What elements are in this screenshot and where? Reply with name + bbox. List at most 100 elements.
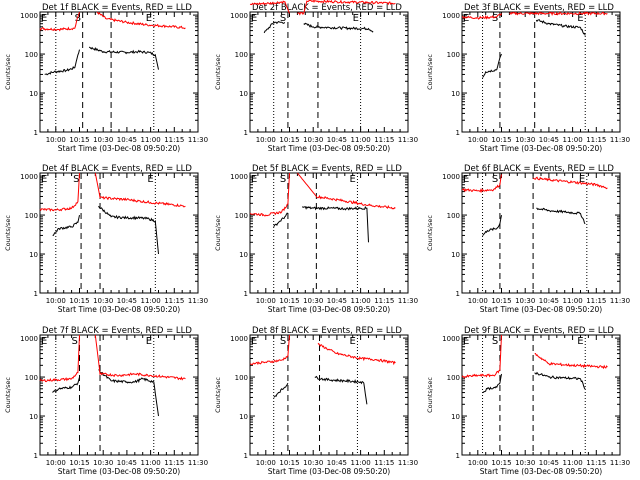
x-tick-label: 11:15 [374,297,394,305]
y-tick-label: 10 [239,90,248,98]
lld-series-line [462,174,502,194]
events-series-line [314,375,368,405]
x-tick-label: 11:00 [141,297,161,305]
marker-e-end: E [146,13,152,24]
marker-s: S [280,336,286,347]
marker-e-start: E [463,13,469,24]
x-tick-label: 11:15 [374,136,394,144]
marker-e-start: E [463,174,469,185]
x-tick-label: 10:00 [256,136,276,144]
x-axis-title: Start Time (03-Dec-08 09:50:20) [480,305,602,314]
x-tick-label: 11:00 [141,459,161,467]
x-tick-label: 10:00 [468,459,488,467]
x-tick-label: 10:30 [515,297,535,305]
panel-title: Det 4f BLACK = Events, RED = LLD [42,164,192,174]
y-tick-label: 100 [235,51,248,59]
y-tick-label: 1 [34,129,38,137]
events-series-line [482,215,502,236]
x-tick-label: 10:45 [539,136,559,144]
x-tick-label: 10:15 [69,459,89,467]
lld-series-line [297,0,396,16]
lld-series-line [249,0,290,14]
x-tick-label: 10:15 [491,459,511,467]
panel-title: Det 6f BLACK = Events, RED = LLD [464,164,614,174]
events-series-line [273,212,289,228]
x-tick-label: 10:00 [468,297,488,305]
y-axis-title: Counts/sec [4,54,12,90]
y-tick-label: 100 [235,212,248,220]
x-tick-label: 11:00 [563,459,583,467]
detector-panel-9: Det 9f BLACK = Events, RED = LLD Counts/s… [426,326,630,476]
lld-series-line [96,11,186,30]
x-tick-label: 11:15 [586,297,606,305]
x-tick-label: 11:30 [398,459,418,467]
y-tick-label: 1 [34,290,38,298]
y-tick-label: 10 [451,413,460,421]
y-tick-label: 10 [451,251,460,259]
x-tick-label: 10:00 [256,297,276,305]
x-tick-label: 11:15 [164,297,184,305]
events-series-line [534,371,586,390]
detector-panel-1: Det 1f BLACK = Events, RED = LLD Counts/s… [4,3,208,153]
marker-e-end: E [579,174,585,185]
x-tick-label: 10:45 [327,297,347,305]
y-axis-title: Counts/sec [426,215,434,251]
lld-series-line [317,342,396,366]
y-tick-label: 1000 [20,12,38,20]
x-tick-label: 11:00 [351,459,371,467]
x-tick-label: 10:45 [117,297,137,305]
x-tick-label: 10:15 [69,297,89,305]
x-tick-label: 11:15 [586,459,606,467]
events-series-line [52,214,80,236]
x-tick-label: 10:15 [279,297,299,305]
detector-panel-5: Det 5f BLACK = Events, RED = LLD Counts/s… [214,164,418,314]
x-axis-title: Start Time (03-Dec-08 09:50:20) [268,467,390,476]
lld-series-line [94,172,186,208]
x-tick-label: 10:45 [117,136,137,144]
x-tick-label: 10:45 [327,459,347,467]
x-axis-title: Start Time (03-Dec-08 09:50:20) [480,467,602,476]
plot-frame [39,334,199,456]
y-tick-label: 1 [34,452,38,460]
marker-e-start: E [41,336,47,347]
events-series-line [535,19,586,36]
y-tick-label: 1 [456,452,460,460]
x-tick-label: 10:45 [539,297,559,305]
marker-e-start: E [41,174,47,185]
events-series-line [44,49,80,76]
x-tick-label: 10:15 [279,136,299,144]
x-tick-label: 10:30 [515,136,535,144]
y-tick-label: 100 [25,374,38,382]
lld-series-line [532,176,608,190]
x-tick-label: 11:15 [374,459,394,467]
y-tick-label: 100 [447,51,460,59]
marker-s: S [492,336,498,347]
events-series-line [98,368,159,417]
x-tick-label: 10:30 [303,136,323,144]
x-tick-label: 11:30 [188,136,208,144]
x-tick-label: 11:15 [586,136,606,144]
marker-e-end: E [577,13,583,24]
events-series-line [263,21,286,34]
x-axis-title: Start Time (03-Dec-08 09:50:20) [268,144,390,153]
detector-panel-7: Det 7f BLACK = Events, RED = LLD Counts/s… [4,326,208,476]
marker-s: S [75,13,81,24]
y-tick-label: 10 [451,90,460,98]
x-tick-label: 11:30 [188,459,208,467]
detector-panel-6: Det 6f BLACK = Events, RED = LLD Counts/s… [426,164,630,314]
y-tick-label: 1000 [442,12,460,20]
x-tick-label: 10:15 [491,136,511,144]
x-axis-title: Start Time (03-Dec-08 09:50:20) [268,305,390,314]
y-tick-label: 100 [25,51,38,59]
x-tick-label: 10:00 [256,459,276,467]
events-series-line [482,53,502,78]
marker-e-end: E [577,336,583,347]
plot-frame [39,11,199,133]
panel-title: Det 2f BLACK = Events, RED = LLD [252,3,402,13]
x-tick-label: 11:15 [164,136,184,144]
y-axis-title: Counts/sec [214,215,222,251]
y-axis-title: Counts/sec [426,377,434,413]
events-series-line [301,205,369,243]
lld-series-line [249,334,290,366]
events-series-line [303,22,374,33]
